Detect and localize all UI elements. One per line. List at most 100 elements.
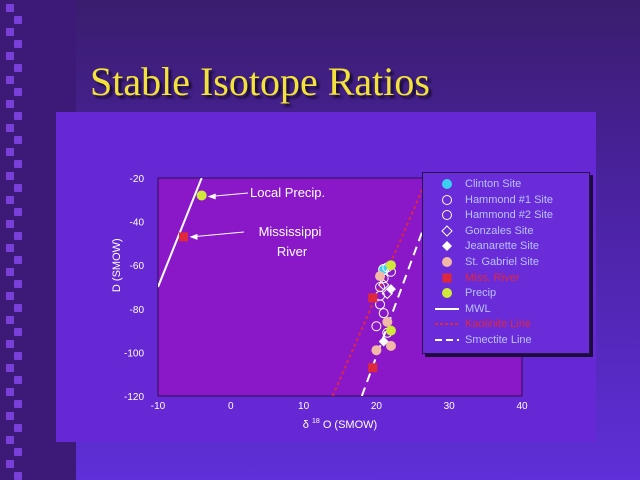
legend-label-hammond2: Hammond #2 Site (465, 209, 554, 222)
legend-item-kaolinite: Kaolinite Line (435, 316, 531, 332)
decor-square (14, 88, 22, 96)
gonzales-point (377, 279, 390, 291)
miss-point (368, 363, 378, 373)
legend-symbol-hammond1 (435, 193, 459, 207)
decor-square (14, 352, 22, 360)
y-tick-label: -40 (130, 218, 145, 229)
x-tick-label: 20 (371, 401, 383, 412)
legend-symbol-hammond2 (435, 208, 459, 222)
legend-label-stgabriel: St. Gabriel Site (465, 256, 539, 268)
miss-point (368, 293, 378, 303)
legend-symbol-clinton (435, 177, 459, 191)
y-tick-label: -100 (124, 348, 144, 359)
legend-label-precip: Precip (465, 287, 497, 300)
decor-square (14, 400, 22, 408)
legend-label-gonzales: Gonzales Site (465, 224, 534, 237)
x-tick-label: 30 (444, 401, 456, 412)
decor-square (6, 220, 14, 228)
decor-square (6, 292, 14, 300)
stgabriel-point (382, 316, 393, 327)
decor-square (14, 208, 22, 216)
decor-square (14, 472, 22, 480)
local-precip-arrowhead (207, 193, 216, 200)
hammond2-point (378, 308, 389, 319)
decor-square (6, 196, 14, 204)
kaolinite-line (331, 178, 429, 396)
decor-square (14, 280, 22, 288)
decor-square (6, 172, 14, 180)
jeanarette-point (385, 284, 396, 295)
decor-square (6, 124, 14, 132)
legend-symbol-precip (435, 286, 459, 300)
miss-point (178, 232, 188, 242)
hammond2-point (375, 282, 386, 292)
legend-symbol-kaolinite (435, 317, 459, 331)
legend-label-miss: Miss. River (465, 271, 520, 284)
legend-symbol-miss (435, 271, 459, 285)
x-tick-label: 40 (516, 401, 528, 412)
local-precip-arrow (209, 192, 249, 197)
decor-square (6, 148, 14, 156)
decor-square (6, 436, 14, 444)
legend-item-hammond2: Hammond #2 Site (435, 207, 553, 223)
legend-item-stgabriel: St. Gabriel Site (435, 254, 539, 270)
decor-square (14, 448, 22, 456)
decor-square (14, 232, 22, 240)
decor-square (14, 184, 22, 192)
decor-square (6, 244, 14, 252)
stgabriel-point (385, 340, 396, 351)
decor-square (14, 376, 22, 384)
decor-square (6, 412, 14, 420)
legend-item-clinton: Clinton Site (435, 176, 521, 192)
decor-square (14, 16, 22, 24)
decor-square (6, 364, 14, 372)
jeanarette-point (378, 336, 389, 347)
x-tick-label: -10 (151, 401, 166, 412)
x-tick-label: 0 (228, 401, 234, 412)
hammond1-point (371, 321, 382, 332)
decor-square (6, 460, 14, 468)
legend-label-smectite: Smectite Line (465, 334, 532, 346)
decor-square (6, 388, 14, 396)
legend-symbol-mwl (435, 302, 459, 316)
decor-square (6, 100, 14, 108)
chart-legend: Clinton Site Hammond #1 Site Hammond #2 Si… (422, 172, 590, 354)
hammond1-point (375, 299, 386, 310)
decor-square (6, 340, 14, 348)
precip-point (196, 190, 207, 201)
decor-square (14, 328, 22, 336)
precip-point (385, 260, 396, 271)
miss-river-arrow (191, 231, 245, 238)
legend-label-mwl: MWL (465, 302, 491, 315)
legend-item-precip: Precip (435, 285, 496, 301)
slide-title: Stable Isotope Ratios (90, 59, 430, 104)
decor-square (6, 28, 14, 36)
legend-symbol-jeanarette (435, 239, 459, 253)
legend-label-jeanarette: Jeanarette Site (465, 240, 539, 253)
legend-item-mwl: MWL (435, 301, 491, 317)
miss-river-arrowhead (189, 233, 198, 240)
decor-square (14, 136, 22, 144)
legend-label-hammond1: Hammond #1 Site (465, 193, 554, 206)
precip-point (385, 325, 396, 336)
stgabriel-point (375, 271, 386, 282)
decor-square (6, 4, 14, 12)
decor-square (6, 268, 14, 276)
decor-square (6, 76, 14, 84)
y-axis-label: D (SMOW) (111, 238, 123, 292)
legend-label-clinton: Clinton Site (465, 178, 522, 190)
decor-square (14, 304, 22, 312)
decor-square (6, 316, 14, 324)
y-tick-label: -120 (124, 392, 144, 403)
legend-item-miss: Miss. River (435, 270, 519, 286)
y-tick-label: -60 (130, 261, 145, 272)
legend-item-smectite: Smectite Line (435, 332, 532, 348)
x-tick-label: 10 (298, 401, 310, 412)
legend-item-jeanarette: Jeanarette Site (435, 238, 539, 254)
decor-square (14, 64, 22, 72)
y-tick-label: -80 (130, 305, 145, 316)
decor-square (14, 424, 22, 432)
smectite-line (360, 178, 443, 396)
legend-label-kaolinite: Kaolinite Line (465, 318, 532, 331)
decor-square (14, 160, 22, 168)
